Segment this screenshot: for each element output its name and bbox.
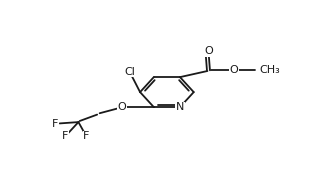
Text: CH₃: CH₃ [260,65,280,75]
Text: Cl: Cl [124,67,135,77]
Text: N: N [176,102,184,112]
Text: F: F [52,119,58,129]
Text: O: O [204,46,213,56]
Text: O: O [229,65,238,75]
Text: F: F [62,131,68,141]
Text: F: F [83,131,90,141]
Text: O: O [118,102,127,112]
